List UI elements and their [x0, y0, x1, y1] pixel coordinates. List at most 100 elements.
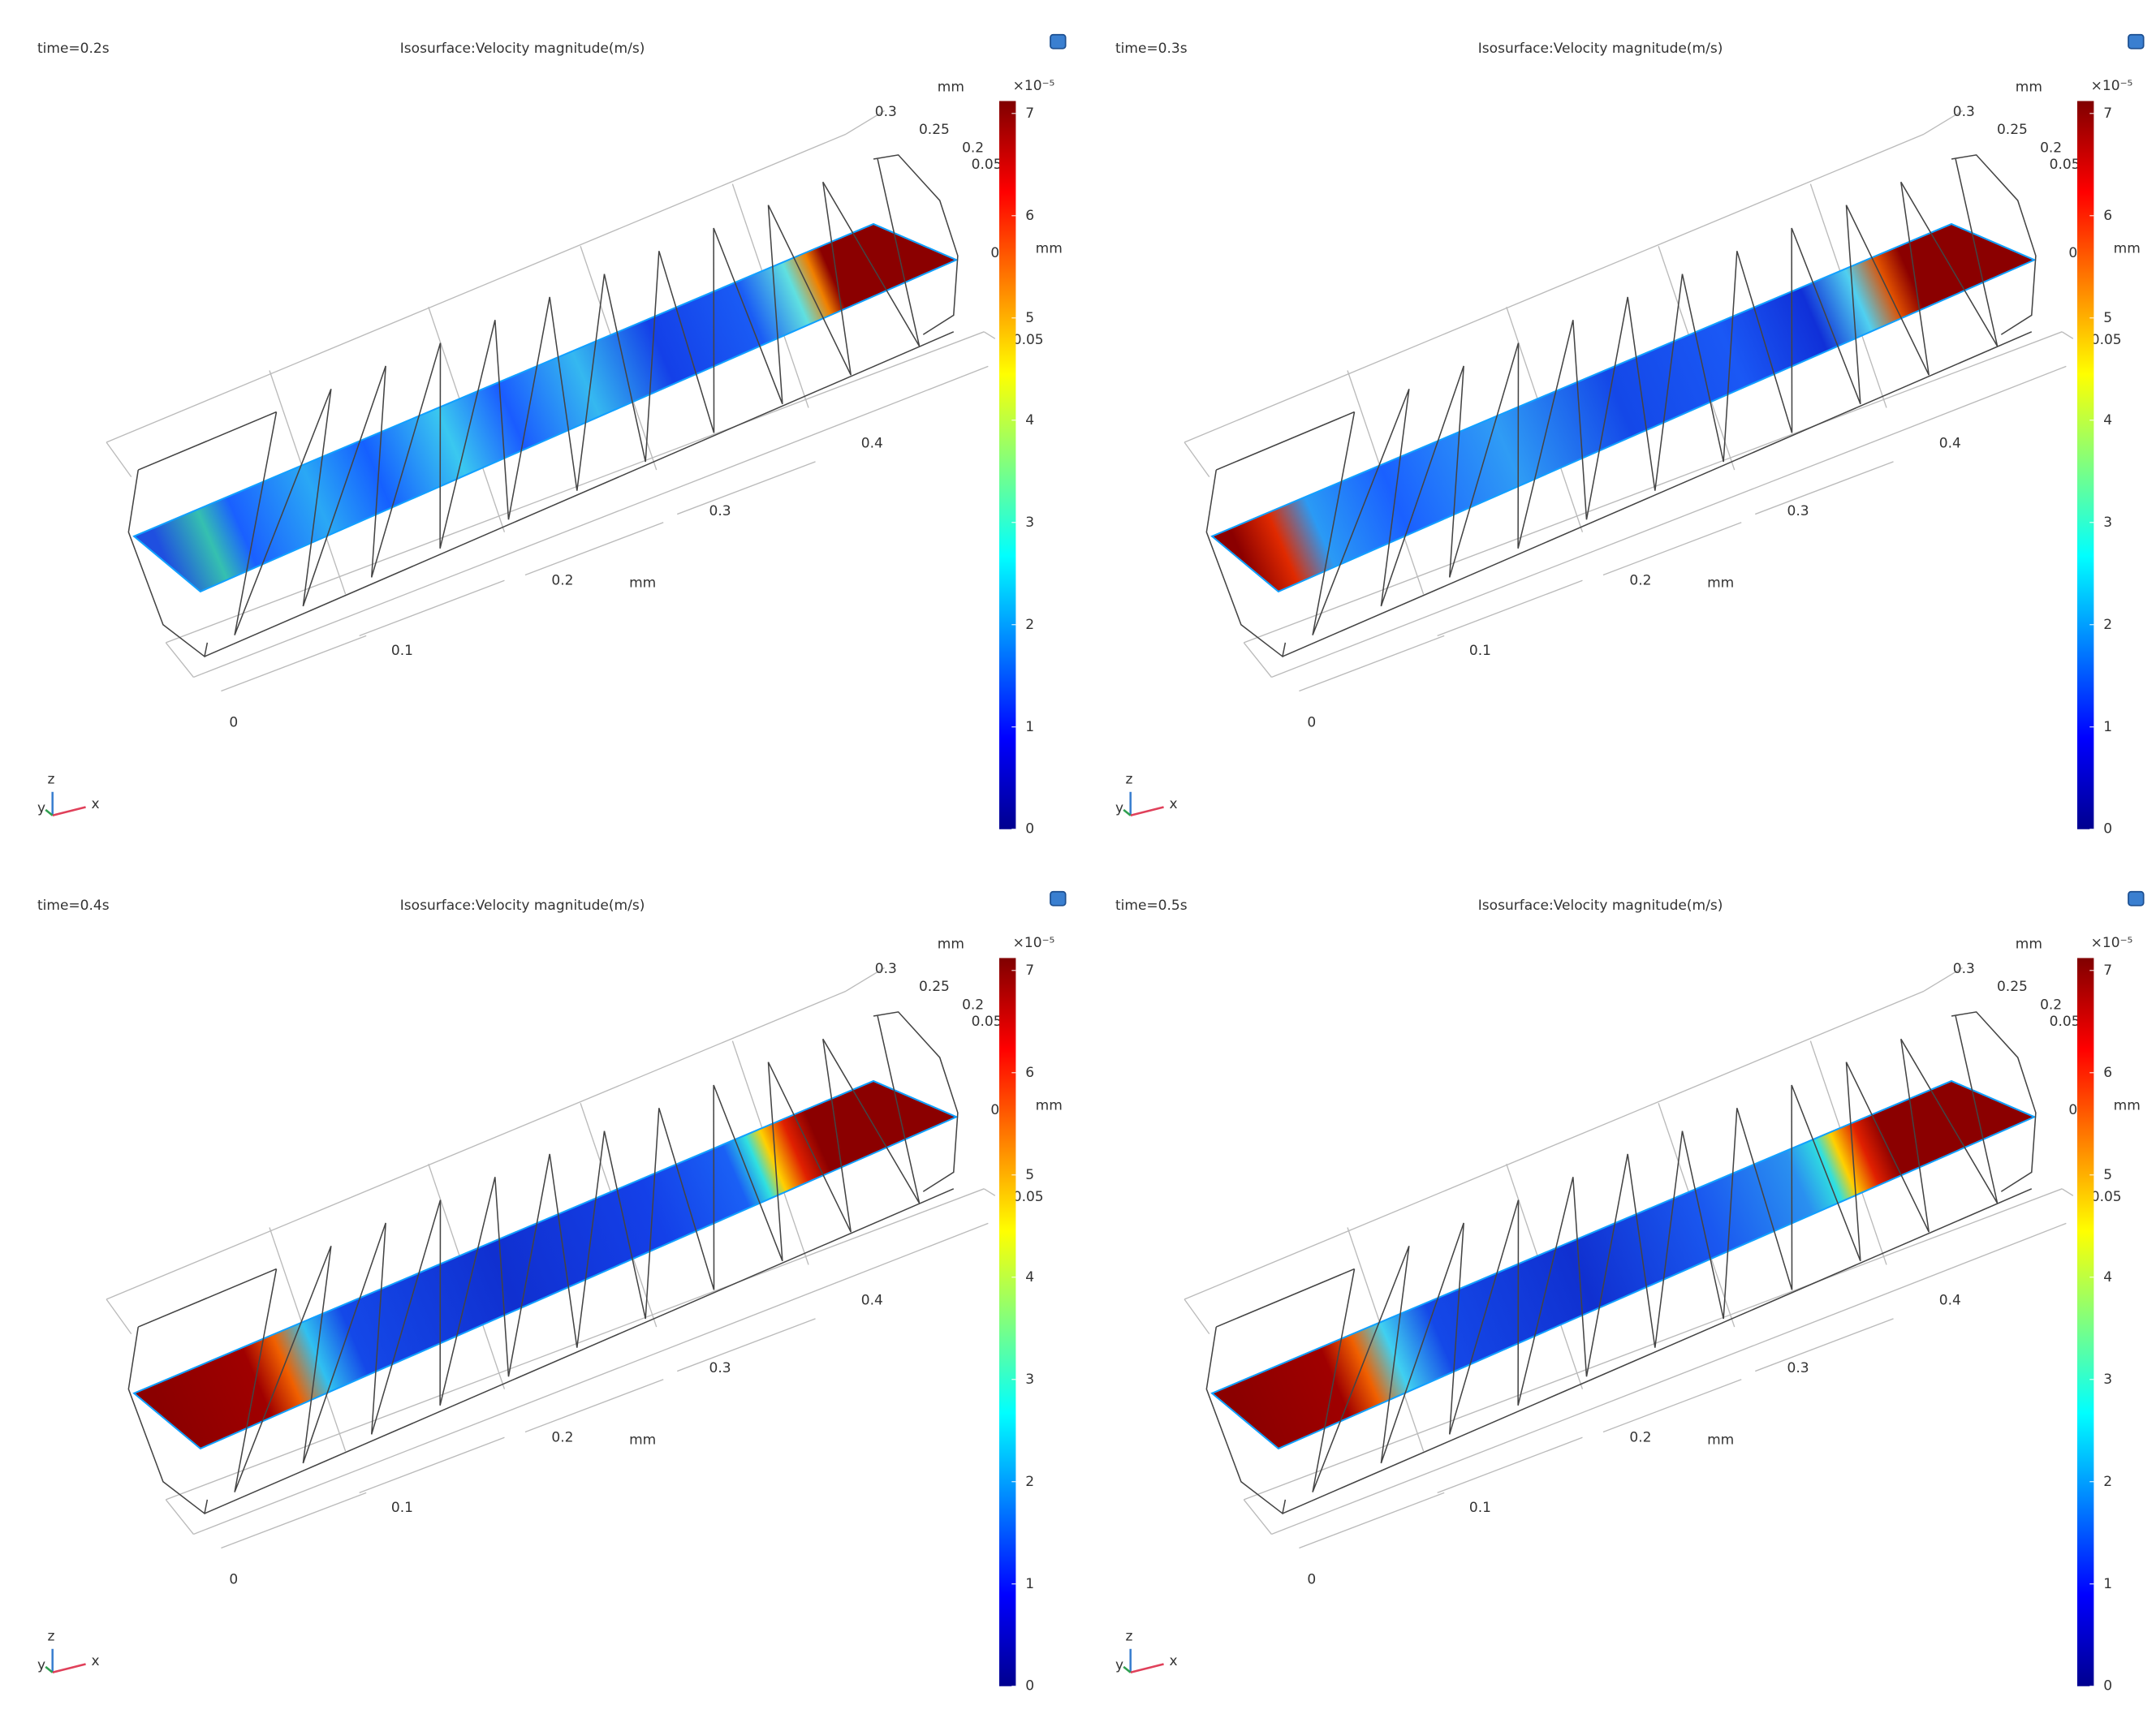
time-label: time=0.3s	[1115, 41, 1188, 57]
triad-z-label: z	[1126, 771, 1133, 787]
panel: time=0.3s Isosurface:Velocity magnitude(m…	[1115, 33, 2145, 838]
velocity-plane	[132, 222, 959, 593]
x-axis-unit: mm	[1707, 575, 1734, 592]
rail	[137, 411, 277, 471]
grid-line	[1602, 522, 1742, 576]
x-axis-label: 0.4	[861, 436, 883, 452]
colorbar-tick-label: 7	[1025, 963, 1034, 979]
x-axis-label: 0.4	[861, 1293, 883, 1309]
z-axis-unit: mm	[2114, 1098, 2141, 1114]
colorbar-tick-label: 4	[1025, 1269, 1034, 1286]
icon	[2128, 33, 2145, 50]
grid-line	[1437, 1436, 1583, 1494]
z-axis-label: 0.05	[2091, 332, 2122, 348]
box-edge	[193, 365, 989, 678]
colorbar-tick-label: 3	[2103, 515, 2112, 531]
box-edge	[1923, 110, 1963, 135]
x-axis-label: 0	[1307, 715, 1316, 731]
y-axis-label: 0.25	[1997, 979, 2028, 995]
helix	[1312, 158, 1999, 635]
helix	[1312, 1015, 1999, 1492]
y-axis-label: 0.25	[919, 979, 950, 995]
colorbar-tick-label: 3	[1025, 515, 1034, 531]
y-axis-label: 0.3	[875, 961, 897, 977]
plot-title: Isosurface:Velocity magnitude(m/s)	[400, 898, 645, 914]
end-cap	[1205, 469, 1287, 658]
x-axis-label: 0.2	[1629, 572, 1651, 588]
grid-line	[1602, 1379, 1742, 1433]
z-axis-label: 0.05	[1013, 332, 1044, 348]
colorbar-tick-label: 3	[1025, 1372, 1034, 1388]
x-axis-label: 0	[229, 1572, 238, 1588]
grid-line	[677, 1318, 816, 1372]
velocity-plane	[1210, 222, 2037, 593]
x-axis-label: 0.4	[1939, 1293, 1961, 1309]
y-axis-unit: mm	[938, 79, 964, 95]
box-edge	[106, 441, 132, 477]
end-cap	[873, 154, 959, 335]
colorbar-tick-label: 6	[2103, 208, 2112, 224]
triad-x-label: x	[91, 1653, 99, 1669]
y-axis-label: 0.2	[962, 140, 984, 156]
end-cap	[127, 1326, 209, 1515]
z-axis-label: 0	[2068, 1102, 2077, 1118]
rail	[204, 331, 955, 657]
grid-line	[359, 579, 505, 637]
y-axis-label: 0.25	[1997, 122, 2028, 138]
x-axis-label: 0	[1307, 1572, 1316, 1588]
helix	[234, 158, 921, 635]
y-axis-unit: mm	[938, 936, 964, 952]
x-axis-unit: mm	[1707, 1432, 1734, 1449]
colorbar	[2076, 101, 2094, 829]
colorbar-tick-label: 5	[1025, 1167, 1034, 1183]
box-edge	[1184, 133, 1925, 443]
helix	[234, 1015, 921, 1492]
icon	[1050, 33, 1067, 50]
grid-line	[1299, 1492, 1445, 1549]
box-edge	[1244, 331, 2063, 644]
grid-line	[1299, 635, 1445, 692]
triad-x	[52, 806, 86, 816]
icon	[1050, 890, 1067, 907]
x-axis-unit: mm	[629, 575, 656, 592]
colorbar-tick-label: 0	[1025, 1678, 1034, 1695]
y-axis-label: 0.25	[919, 122, 950, 138]
z-axis-label: 0	[990, 245, 999, 261]
box-edge	[1243, 642, 1272, 678]
triad-z-label: z	[48, 771, 55, 787]
colorbar-tick-label: 7	[2103, 106, 2112, 122]
colorbar-tick-label: 5	[1025, 310, 1034, 326]
colorbar-tick-label: 0	[2103, 1678, 2112, 1695]
triad-y-label: y	[1115, 800, 1123, 816]
colorbar-tick-label: 1	[2103, 1576, 2112, 1592]
z-axis-label: 0.05	[2091, 1189, 2122, 1205]
x-axis-label: 0.3	[1787, 503, 1809, 519]
triad-x-label: x	[1169, 796, 1177, 812]
colorbar-tick-label: 7	[1025, 106, 1034, 122]
grid-line	[221, 635, 367, 692]
box-edge	[166, 331, 985, 644]
x-axis-label: 0.3	[709, 1360, 731, 1376]
grid-line	[221, 1492, 367, 1549]
triad-x-label: x	[1169, 1653, 1177, 1669]
rail	[1215, 411, 1355, 471]
box-edge	[1184, 441, 1210, 477]
triad-y	[1123, 808, 1132, 816]
x-axis-label: 0.1	[391, 643, 413, 659]
colorbar-tick-label: 2	[2103, 1474, 2112, 1490]
y-axis-label: 0.05	[2050, 1014, 2081, 1030]
box-edge	[1923, 967, 1963, 992]
triad-x-label: x	[91, 796, 99, 812]
box-edge	[193, 1222, 989, 1535]
y-axis-label: 0.2	[962, 997, 984, 1013]
z-axis-label: 0	[990, 1102, 999, 1118]
x-axis-label: 0.3	[1787, 1360, 1809, 1376]
box-edge	[166, 1188, 985, 1501]
grid-line	[1437, 579, 1583, 637]
triad-y-label: y	[37, 1657, 45, 1673]
x-axis-label: 0.1	[1469, 643, 1491, 659]
y-axis-unit: mm	[2016, 79, 2042, 95]
triad-y	[45, 1665, 54, 1673]
z-axis-label: 0.05	[1013, 1189, 1044, 1205]
